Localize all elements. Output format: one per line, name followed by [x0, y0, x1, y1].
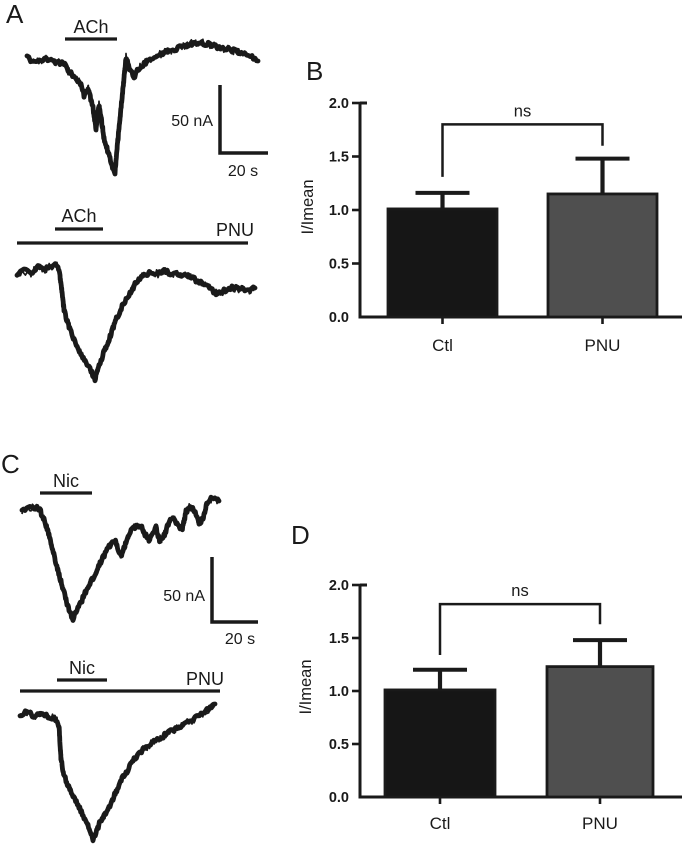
recording-trace-noise [19, 703, 216, 844]
drug-label: Nic [53, 471, 79, 491]
panel-label-b: B [306, 56, 324, 86]
category-label: Ctl [430, 814, 451, 833]
y-tick-label: 0.5 [329, 257, 349, 273]
drug-label: PNU [216, 220, 254, 240]
scale-bar [210, 557, 258, 624]
significance-bracket [441, 123, 604, 177]
bar-ctl [386, 207, 499, 319]
category-label: PNU [585, 336, 621, 355]
recording-trace [14, 261, 258, 384]
panel-c-traces: Nic Nic PNU 50 nA 20 s [17, 471, 258, 844]
y-tick-label: 0.5 [329, 737, 349, 753]
panel-label-c: C [1, 449, 20, 479]
panel-d-bar-chart: 0.0 0.5 1.0 1.5 2.0 I/Imean Ctl PNU ns [297, 578, 682, 833]
drug-label: ACh [73, 17, 108, 37]
recording-trace-noise [26, 38, 259, 175]
category-label: Ctl [432, 336, 453, 355]
significance-bracket [438, 602, 602, 655]
y-tick-label: 1.0 [329, 203, 349, 219]
panel-b-bar-chart: 0.0 0.5 1.0 1.5 2.0 I/Imean Ctl PNU ns [299, 96, 682, 355]
y-tick-label: 1.5 [329, 150, 349, 166]
panel-a-traces: ACh ACh PNU 50 nA 20 s [14, 17, 268, 384]
y-tick-label: 2.0 [329, 96, 349, 112]
panel-label-d: D [291, 520, 310, 550]
category-label: PNU [582, 814, 618, 833]
bar-pnu [545, 665, 655, 799]
bar-ctl [383, 688, 497, 799]
y-tick-label: 0.0 [329, 790, 349, 806]
scalebar-time-label: 20 s [228, 163, 258, 180]
panel-label-a: A [6, 0, 24, 29]
y-tick-label: 0.0 [329, 310, 349, 326]
scalebar-time-label: 20 s [225, 631, 255, 648]
y-axis-title: I/Imean [299, 179, 317, 234]
scale-bar [218, 85, 268, 155]
drug-label: Nic [69, 658, 95, 678]
recording-trace-noise [21, 495, 220, 622]
significance-label: ns [511, 582, 528, 600]
y-tick-label: 2.0 [329, 578, 349, 594]
scalebar-current-label: 50 nA [171, 113, 213, 130]
drug-label: PNU [186, 669, 224, 689]
recording-trace-noise [16, 261, 256, 382]
scalebar-current-label: 50 nA [163, 588, 205, 605]
y-axis-title: I/Imean [297, 659, 315, 714]
drug-label: ACh [61, 206, 96, 226]
y-tick-label: 1.5 [329, 631, 349, 647]
y-tick-label: 1.0 [329, 684, 349, 700]
significance-label: ns [514, 102, 531, 120]
bar-pnu [546, 192, 659, 319]
